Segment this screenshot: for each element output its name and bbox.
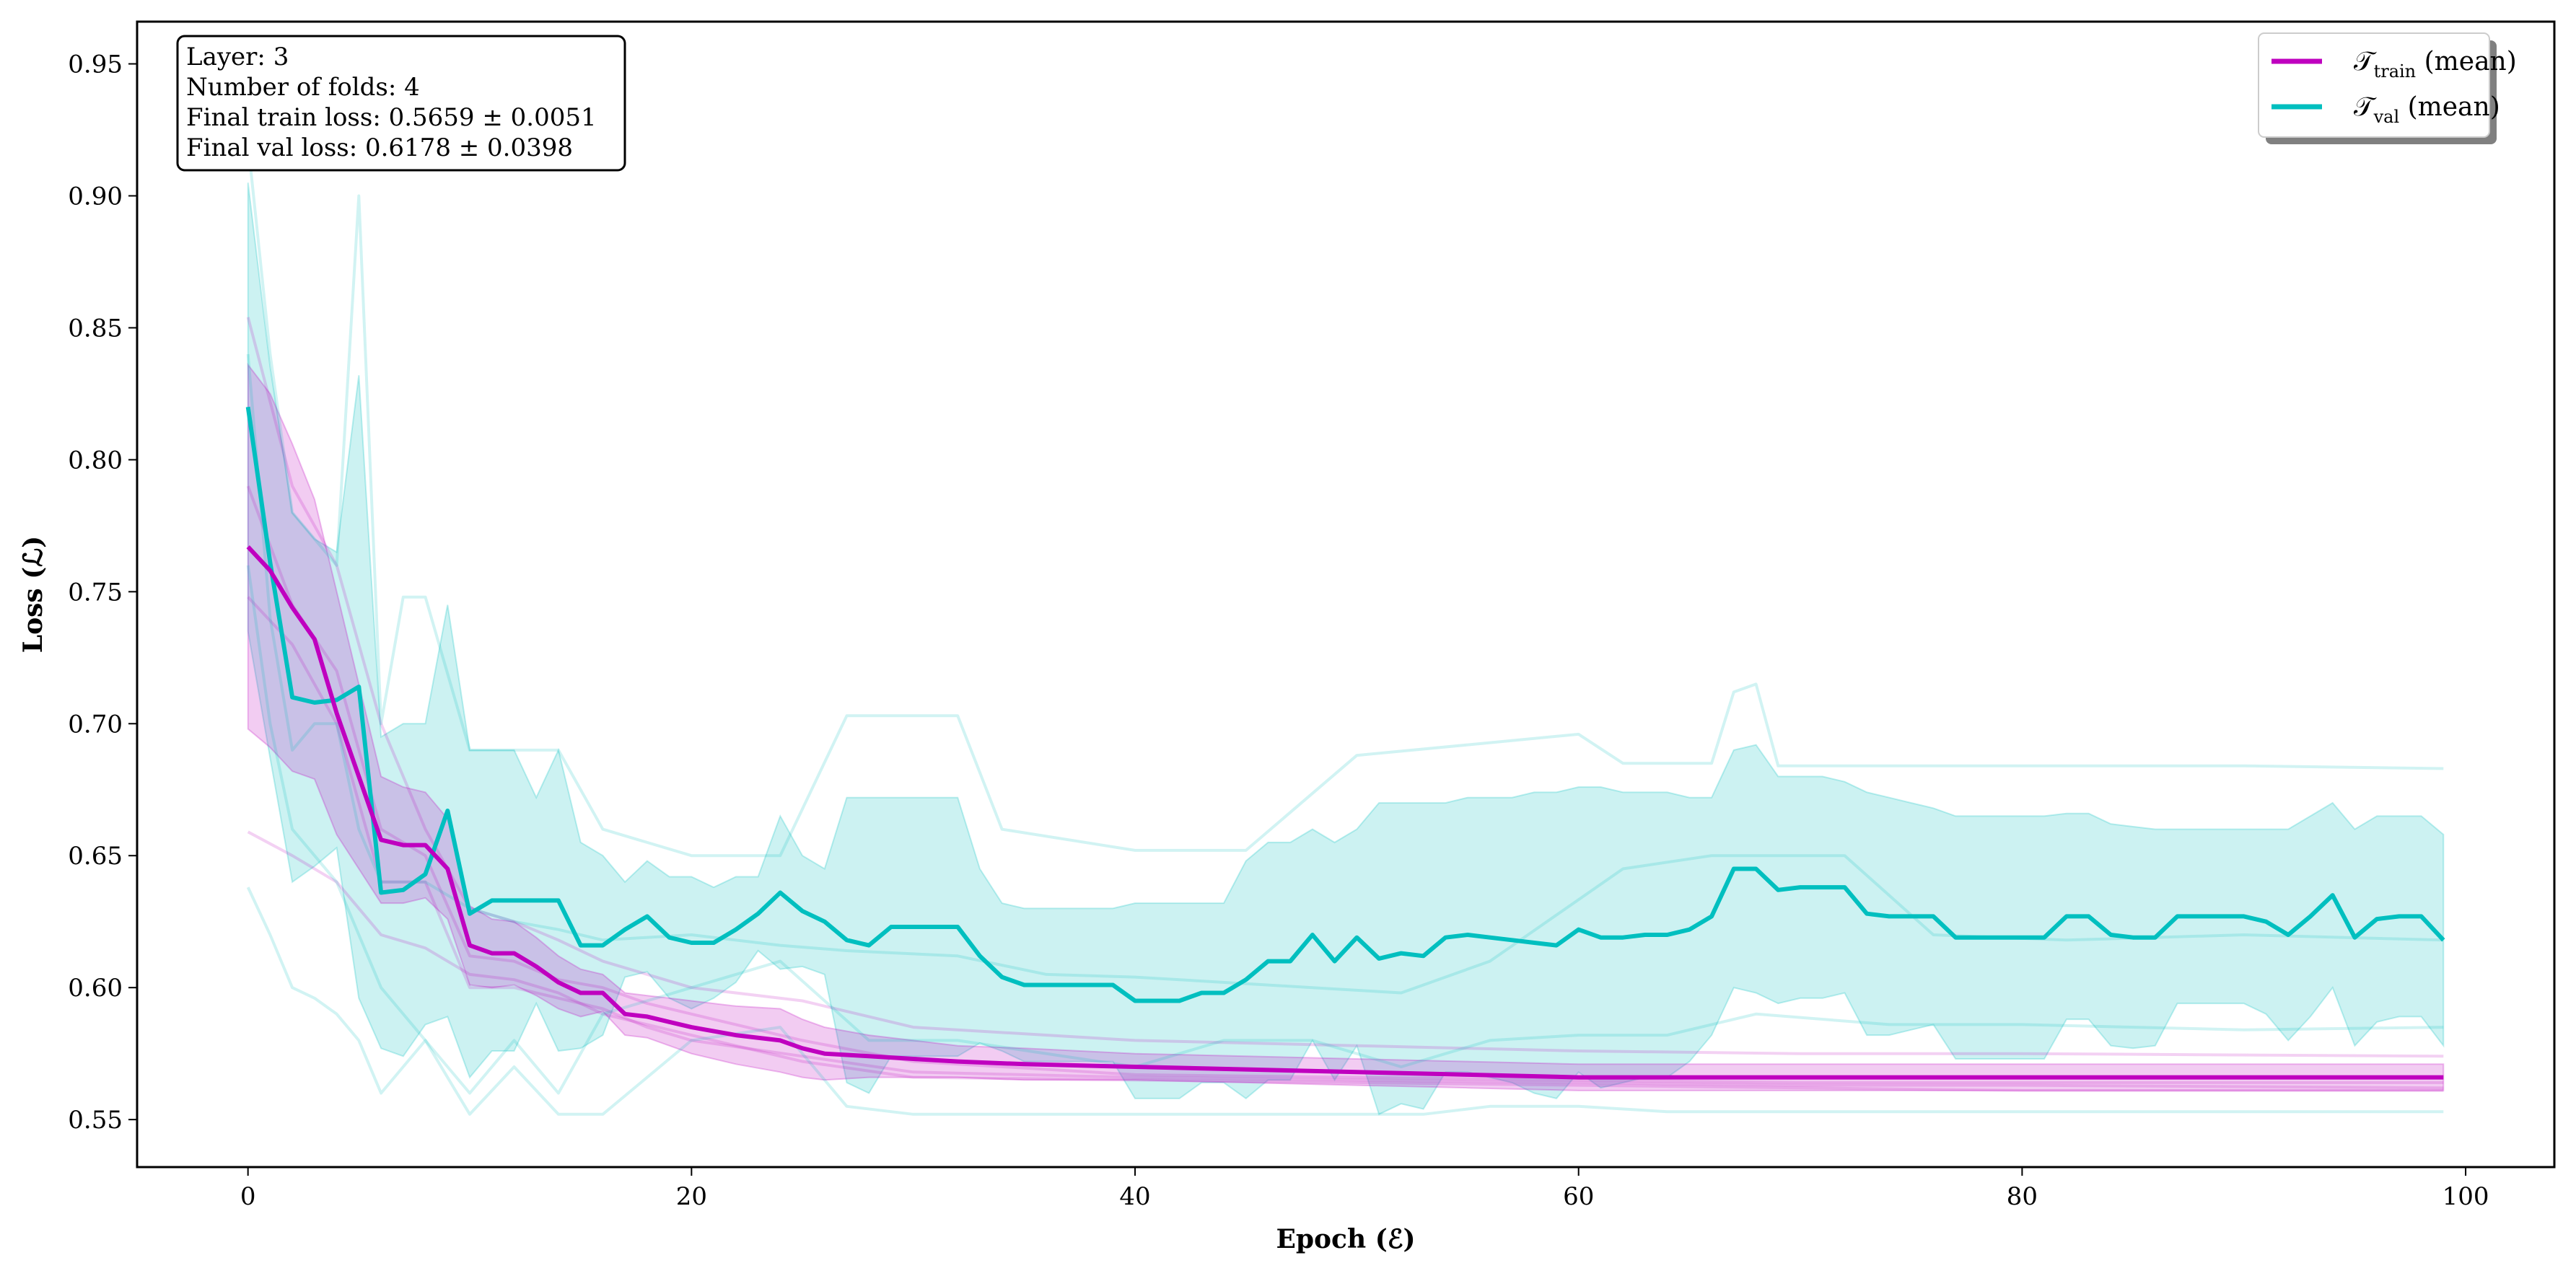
train-std-band	[247, 362, 2445, 1091]
info-final-train-loss: Final train loss: 0.5659 ± 0.0051	[186, 103, 597, 132]
legend-train-label: 𝒯train (mean)	[2354, 47, 2517, 82]
y-tick-label: 0.75	[68, 578, 123, 607]
confidence-bands	[247, 182, 2445, 1116]
y-tick-label: 0.90	[68, 182, 123, 211]
legend-val-label: 𝒯val (mean)	[2354, 92, 2500, 127]
train-fold-line-1	[246, 485, 2444, 1084]
y-tick-label: 0.55	[68, 1106, 123, 1135]
y-axis-label: Loss (ℒ)	[18, 536, 48, 653]
val-std-band	[247, 182, 2445, 1116]
train-fold-line-0	[246, 317, 2444, 1058]
plot-frame	[136, 20, 2556, 1169]
mean-lines	[245, 406, 2445, 1080]
train-mean-line	[246, 545, 2444, 1080]
val-fold-line-7	[246, 886, 2444, 1116]
train-fold-line-3	[247, 830, 2444, 1092]
x-tick-label: 80	[2007, 1182, 2038, 1211]
x-tick-label: 60	[1563, 1182, 1594, 1211]
axes: 0 20 40 60 80 100 0.55 0.60 0.65 0.70 0.75 0.80 0.85…	[68, 20, 2556, 1211]
y-tick-label: 0.95	[68, 50, 123, 79]
x-tick-label: 0	[240, 1182, 256, 1211]
info-layer: Layer: 3	[186, 43, 289, 71]
y-tick-label: 0.85	[68, 314, 123, 343]
val-fold-line-6	[246, 565, 2444, 1095]
x-tick-label: 40	[1119, 1182, 1150, 1211]
info-box-frame	[176, 35, 626, 172]
legend: 𝒯train (mean) 𝒯val (mean)	[2258, 32, 2517, 144]
x-tick-label: 20	[676, 1182, 707, 1211]
y-tick-label: 0.70	[68, 710, 123, 739]
x-tick-label: 100	[2443, 1182, 2489, 1211]
info-box: Layer: 3 Number of folds: 4 Final train …	[176, 35, 626, 172]
fold-lines	[246, 143, 2444, 1116]
val-fold-line-4	[246, 143, 2444, 858]
info-final-val-loss: Final val loss: 0.6178 ± 0.0398	[186, 133, 573, 162]
info-folds: Number of folds: 4	[186, 73, 420, 102]
val-mean-line	[245, 406, 2445, 1003]
y-tick-label: 0.60	[68, 974, 123, 1003]
y-tick-label: 0.65	[68, 842, 123, 871]
x-axis-label: Epoch (ℰ)	[1276, 1224, 1415, 1254]
val-fold-line-5	[246, 353, 2444, 995]
y-tick-label: 0.80	[68, 446, 123, 475]
